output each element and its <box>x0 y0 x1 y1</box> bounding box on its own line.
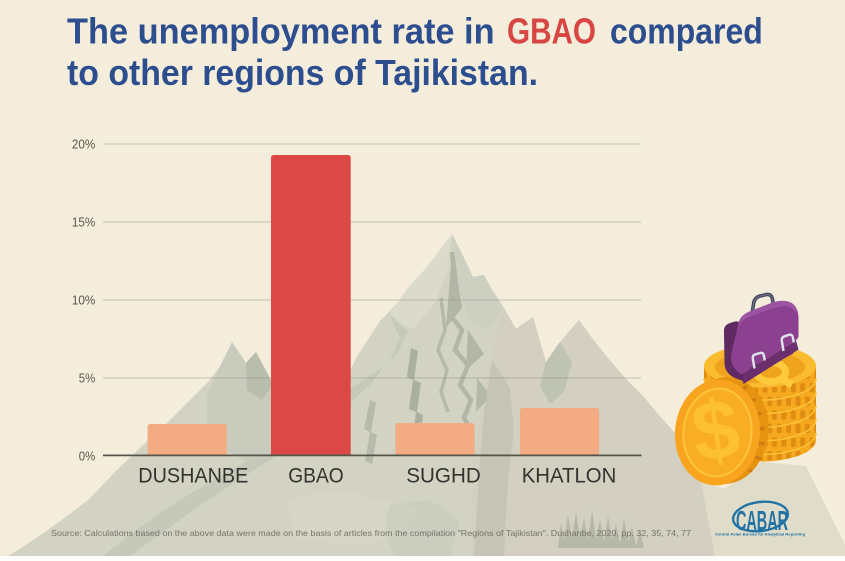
svg-text:compared: compared <box>610 11 763 52</box>
svg-text:SUGHD: SUGHD <box>406 464 481 488</box>
svg-text:Central Asian Bureau for Analy: Central Asian Bureau for Analytical Repo… <box>715 532 806 537</box>
svg-text:GBAO: GBAO <box>288 464 344 488</box>
svg-text:5%: 5% <box>79 371 96 386</box>
svg-text:KHATLON: KHATLON <box>522 464 617 488</box>
svg-text:to other regions of Tajikistan: to other regions of Tajikistan. <box>67 52 538 93</box>
svg-text:Source: Calculations based on: Source: Calculations based on the above … <box>51 528 691 538</box>
svg-text:10%: 10% <box>72 293 96 308</box>
svg-text:0%: 0% <box>79 449 96 464</box>
svg-text:GBAO: GBAO <box>507 11 596 52</box>
svg-text:CABAR: CABAR <box>736 505 788 536</box>
svg-text:20%: 20% <box>72 137 96 152</box>
svg-text:15%: 15% <box>72 215 96 230</box>
svg-text:DUSHANBE: DUSHANBE <box>138 464 248 488</box>
svg-text:The unemployment rate in: The unemployment rate in <box>67 11 495 52</box>
